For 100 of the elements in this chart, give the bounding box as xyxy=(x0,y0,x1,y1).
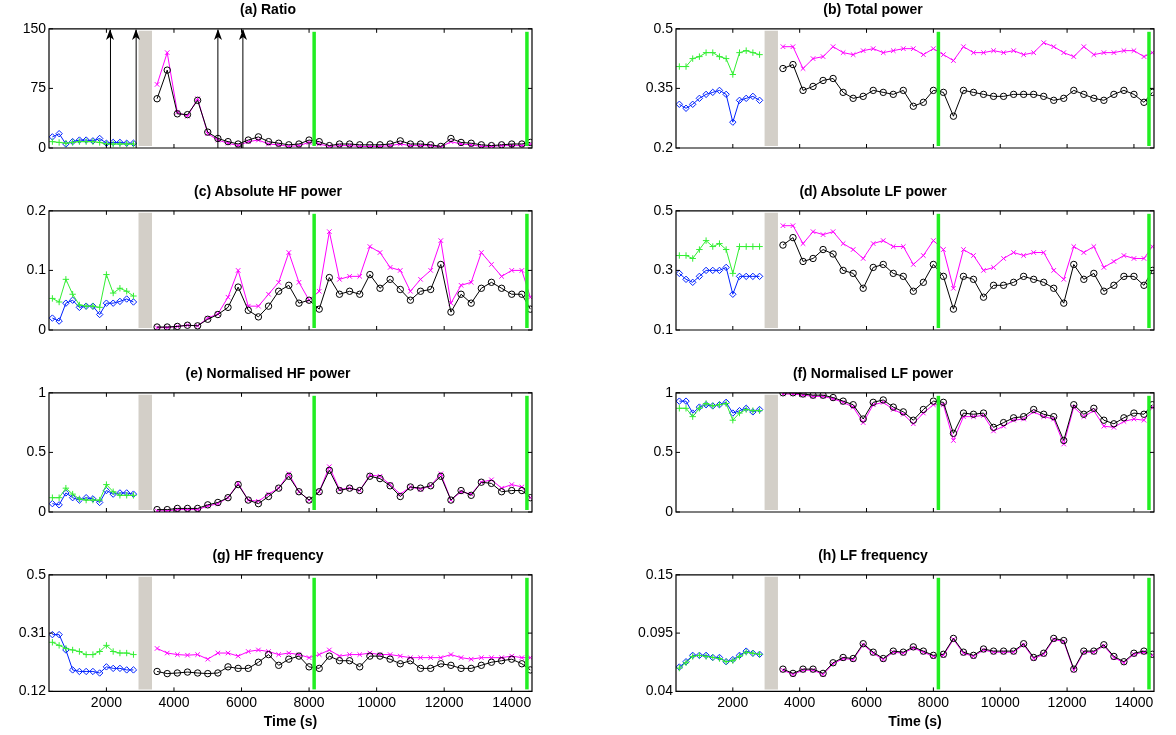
point xyxy=(999,418,1008,427)
point xyxy=(1080,90,1088,99)
point xyxy=(1029,275,1038,284)
y-tick-label: 0.3 xyxy=(653,261,674,278)
point xyxy=(1101,49,1107,56)
point xyxy=(1071,53,1077,60)
point xyxy=(990,428,997,434)
point xyxy=(468,656,474,662)
point xyxy=(75,647,84,656)
y-tick-label: 75 xyxy=(30,79,47,96)
point xyxy=(224,303,232,312)
point xyxy=(1020,252,1027,259)
point xyxy=(1090,94,1098,103)
x-tick-label: 12000 xyxy=(424,693,464,710)
y-tick-label: 0.5 xyxy=(653,443,674,460)
point xyxy=(438,237,444,244)
y-tick-label: 0 xyxy=(38,502,47,519)
point xyxy=(702,236,710,245)
point xyxy=(487,658,496,666)
point xyxy=(989,281,998,289)
point xyxy=(910,261,917,268)
point xyxy=(204,669,212,678)
point xyxy=(346,273,353,280)
point xyxy=(122,295,131,303)
point xyxy=(979,293,988,301)
point xyxy=(457,290,465,298)
point xyxy=(1000,255,1007,262)
x-axis-title: Time (s) xyxy=(263,713,318,730)
point xyxy=(458,654,464,661)
x-tick-label: 4000 xyxy=(158,693,190,710)
point xyxy=(722,263,730,272)
point xyxy=(173,669,182,677)
point xyxy=(735,96,744,105)
point xyxy=(109,647,117,656)
point xyxy=(682,104,690,112)
point xyxy=(839,266,847,275)
point xyxy=(999,92,1008,101)
point xyxy=(109,289,117,297)
point xyxy=(689,100,697,108)
point xyxy=(702,266,710,275)
point xyxy=(109,299,117,307)
point xyxy=(909,102,918,110)
point xyxy=(709,242,717,251)
point xyxy=(1050,412,1058,421)
point xyxy=(154,81,160,88)
point xyxy=(55,641,63,650)
point xyxy=(49,137,57,146)
point xyxy=(900,45,907,52)
y-tick-label: 0.2 xyxy=(26,201,47,218)
point xyxy=(95,303,104,312)
point xyxy=(840,49,846,56)
point xyxy=(889,269,897,278)
point xyxy=(49,314,57,322)
point xyxy=(346,651,353,658)
point xyxy=(742,46,750,55)
point xyxy=(183,668,192,676)
point xyxy=(715,239,724,248)
point xyxy=(749,272,757,281)
point xyxy=(1019,90,1028,99)
point xyxy=(356,273,363,280)
point xyxy=(1091,51,1097,58)
point xyxy=(367,243,373,250)
point xyxy=(989,92,998,101)
point xyxy=(755,96,764,105)
point xyxy=(497,657,506,665)
point xyxy=(75,667,84,676)
point xyxy=(1029,405,1038,414)
y-tick-label: 0.31 xyxy=(18,623,47,640)
y-tick-label: 0.5 xyxy=(653,19,674,36)
x-tick-label: 8000 xyxy=(293,693,325,710)
point xyxy=(55,494,63,502)
point xyxy=(990,264,997,271)
x-axis-title: Time (s) xyxy=(888,713,942,730)
point xyxy=(109,664,117,673)
point xyxy=(1110,90,1118,99)
point xyxy=(1100,416,1108,424)
point xyxy=(899,86,907,95)
point xyxy=(789,233,797,242)
point xyxy=(1100,96,1108,105)
point xyxy=(214,669,222,677)
point xyxy=(49,499,57,508)
point xyxy=(930,45,937,52)
point xyxy=(154,645,160,652)
point xyxy=(1000,49,1007,56)
y-tick-label: 0 xyxy=(38,320,47,337)
point xyxy=(102,270,111,279)
point xyxy=(676,100,684,108)
point xyxy=(264,650,273,659)
point xyxy=(116,297,124,306)
point xyxy=(682,404,690,412)
point xyxy=(447,308,455,316)
y-tick-label: 0 xyxy=(38,138,47,155)
x-tick-label: 14000 xyxy=(1114,693,1154,710)
point xyxy=(930,237,937,244)
y-tick-label: 1 xyxy=(38,383,47,400)
point xyxy=(518,486,526,495)
point xyxy=(356,651,363,658)
point xyxy=(116,284,124,292)
point xyxy=(929,86,938,95)
point xyxy=(275,279,282,286)
